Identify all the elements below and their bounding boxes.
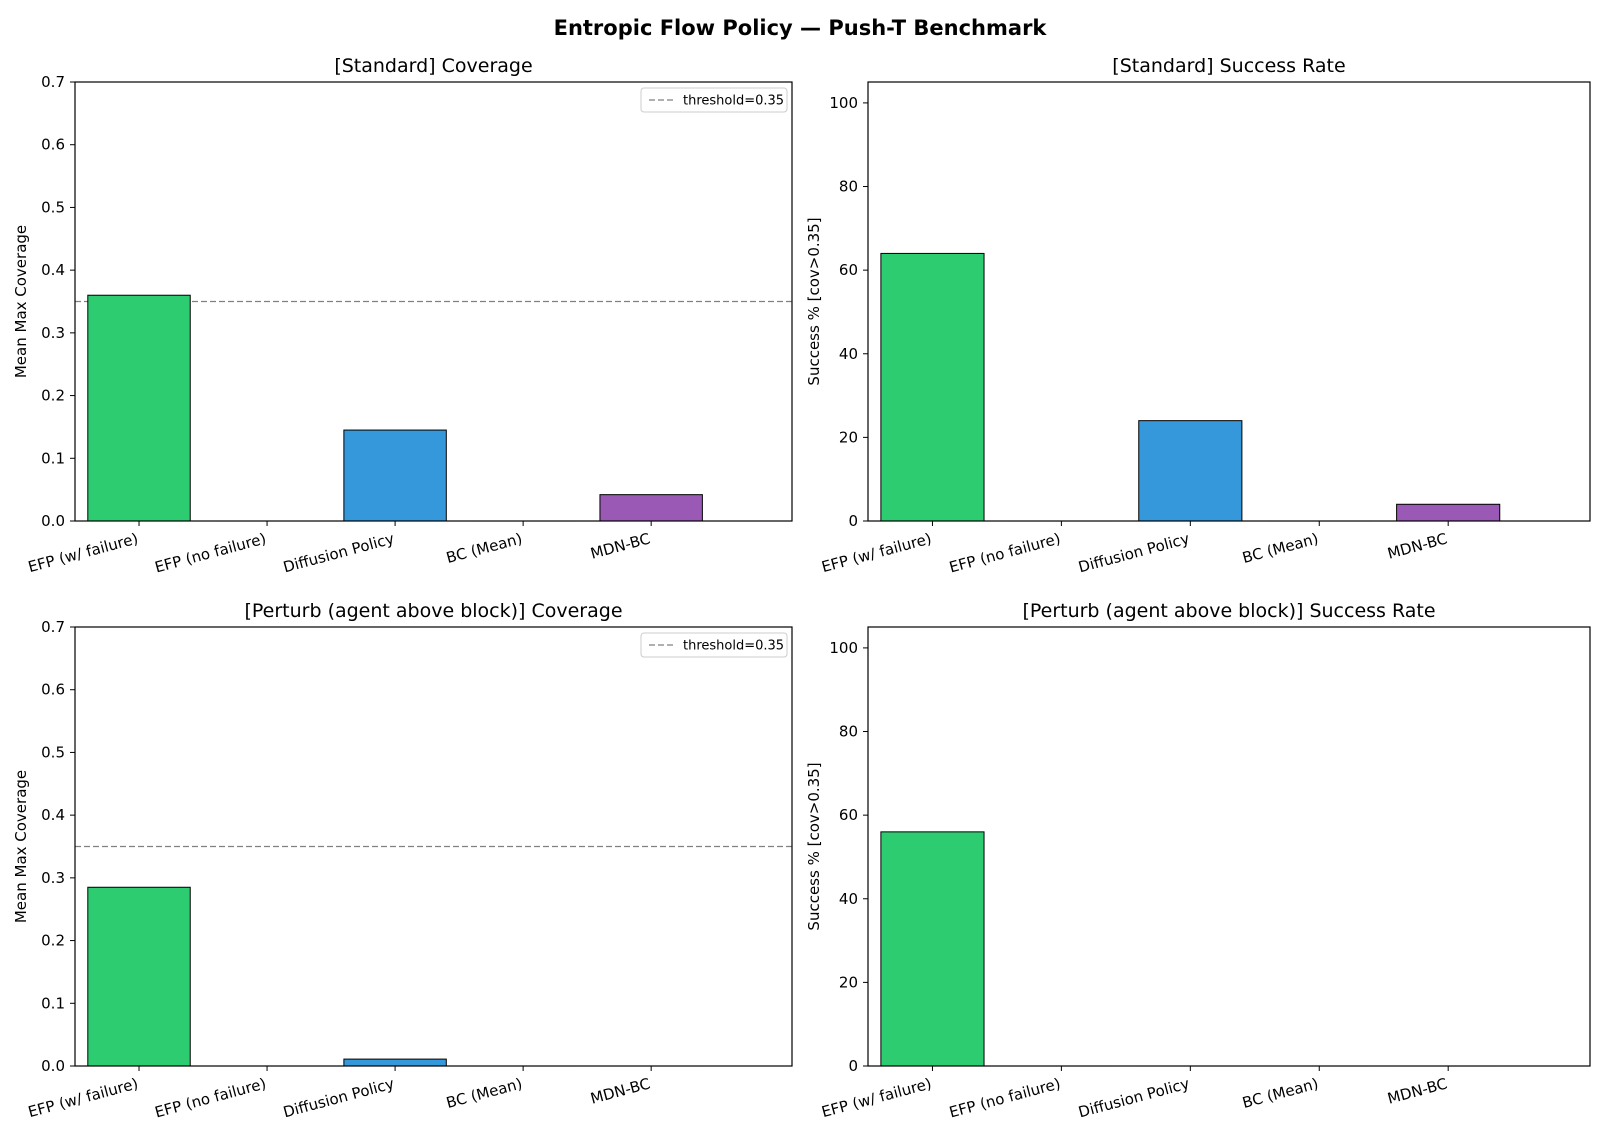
y-tick-label: 0.4 bbox=[41, 261, 65, 279]
legend-box bbox=[640, 87, 788, 113]
bar-efp-w-failure bbox=[87, 886, 191, 1067]
y-tick-label: 80 bbox=[839, 723, 858, 741]
y-tick-label: 100 bbox=[829, 639, 858, 657]
y-tick-label: 0 bbox=[848, 512, 858, 530]
y-tick-label: 20 bbox=[839, 973, 858, 991]
y-tick-label: 40 bbox=[839, 890, 858, 908]
y-tick-label: 0.5 bbox=[41, 198, 65, 216]
panel-title: [Perturb (agent above block)] Success Ra… bbox=[1022, 600, 1435, 622]
y-tick-label: 80 bbox=[839, 178, 858, 196]
legend-label: threshold=0.35 bbox=[683, 639, 784, 654]
y-tick-label: 0.4 bbox=[41, 806, 65, 824]
y-tick-label: 20 bbox=[839, 428, 858, 446]
y-tick-label: 0 bbox=[848, 1057, 858, 1075]
axes-frame bbox=[74, 81, 793, 522]
y-tick-label: 0.0 bbox=[41, 512, 65, 530]
panel-title: [Standard] Success Rate bbox=[1112, 55, 1345, 77]
y-tick-label: 60 bbox=[839, 806, 858, 824]
bar-efp-w-failure bbox=[880, 831, 985, 1067]
y-tick-label: 0.6 bbox=[41, 681, 65, 699]
y-tick-label: 0.3 bbox=[41, 869, 65, 887]
bar-efp-w-failure bbox=[87, 294, 191, 522]
y-tick-label: 0.7 bbox=[41, 618, 65, 636]
y-axis-label: Success % [cov>0.35] bbox=[805, 762, 823, 930]
y-tick-label: 40 bbox=[839, 345, 858, 363]
axes-frame bbox=[867, 626, 1591, 1067]
y-tick-label: 100 bbox=[829, 94, 858, 112]
y-tick-label: 0.7 bbox=[41, 73, 65, 91]
y-tick-label: 0.2 bbox=[41, 387, 65, 405]
y-tick-label: 0.5 bbox=[41, 743, 65, 761]
y-axis-label: Success % [cov>0.35] bbox=[805, 217, 823, 385]
y-tick-label: 0.0 bbox=[41, 1057, 65, 1075]
panel-title: [Standard] Coverage bbox=[334, 55, 532, 77]
bar-diffusion-policy bbox=[1138, 420, 1243, 522]
bar-mdn-bc bbox=[599, 494, 703, 522]
y-tick-label: 0.2 bbox=[41, 932, 65, 950]
y-tick-label: 0.1 bbox=[41, 994, 65, 1012]
axes-frame bbox=[867, 81, 1591, 522]
bar-efp-w-failure bbox=[880, 252, 985, 522]
y-tick-label: 0.1 bbox=[41, 449, 65, 467]
x-tick-label: EFP (no failure) bbox=[947, 1074, 1062, 1121]
legend-label: threshold=0.35 bbox=[683, 94, 784, 109]
y-axis-label: Mean Max Coverage bbox=[12, 225, 30, 378]
y-tick-label: 0.6 bbox=[41, 136, 65, 154]
legend-box bbox=[640, 632, 788, 658]
y-tick-label: 60 bbox=[839, 261, 858, 279]
x-tick-label: Diffusion Policy bbox=[1076, 1074, 1191, 1121]
x-tick-label: BC (Mean) bbox=[1240, 1074, 1320, 1112]
y-axis-label: Mean Max Coverage bbox=[12, 770, 30, 923]
panel-title: [Perturb (agent above block)] Coverage bbox=[244, 600, 622, 622]
y-tick-label: 0.3 bbox=[41, 324, 65, 342]
axes-frame bbox=[74, 626, 793, 1067]
figure-title: Entropic Flow Policy — Push-T Benchmark bbox=[553, 16, 1047, 40]
x-tick-label: MDN-BC bbox=[1386, 1074, 1450, 1107]
x-tick-label: EFP (w/ failure) bbox=[820, 1074, 934, 1121]
